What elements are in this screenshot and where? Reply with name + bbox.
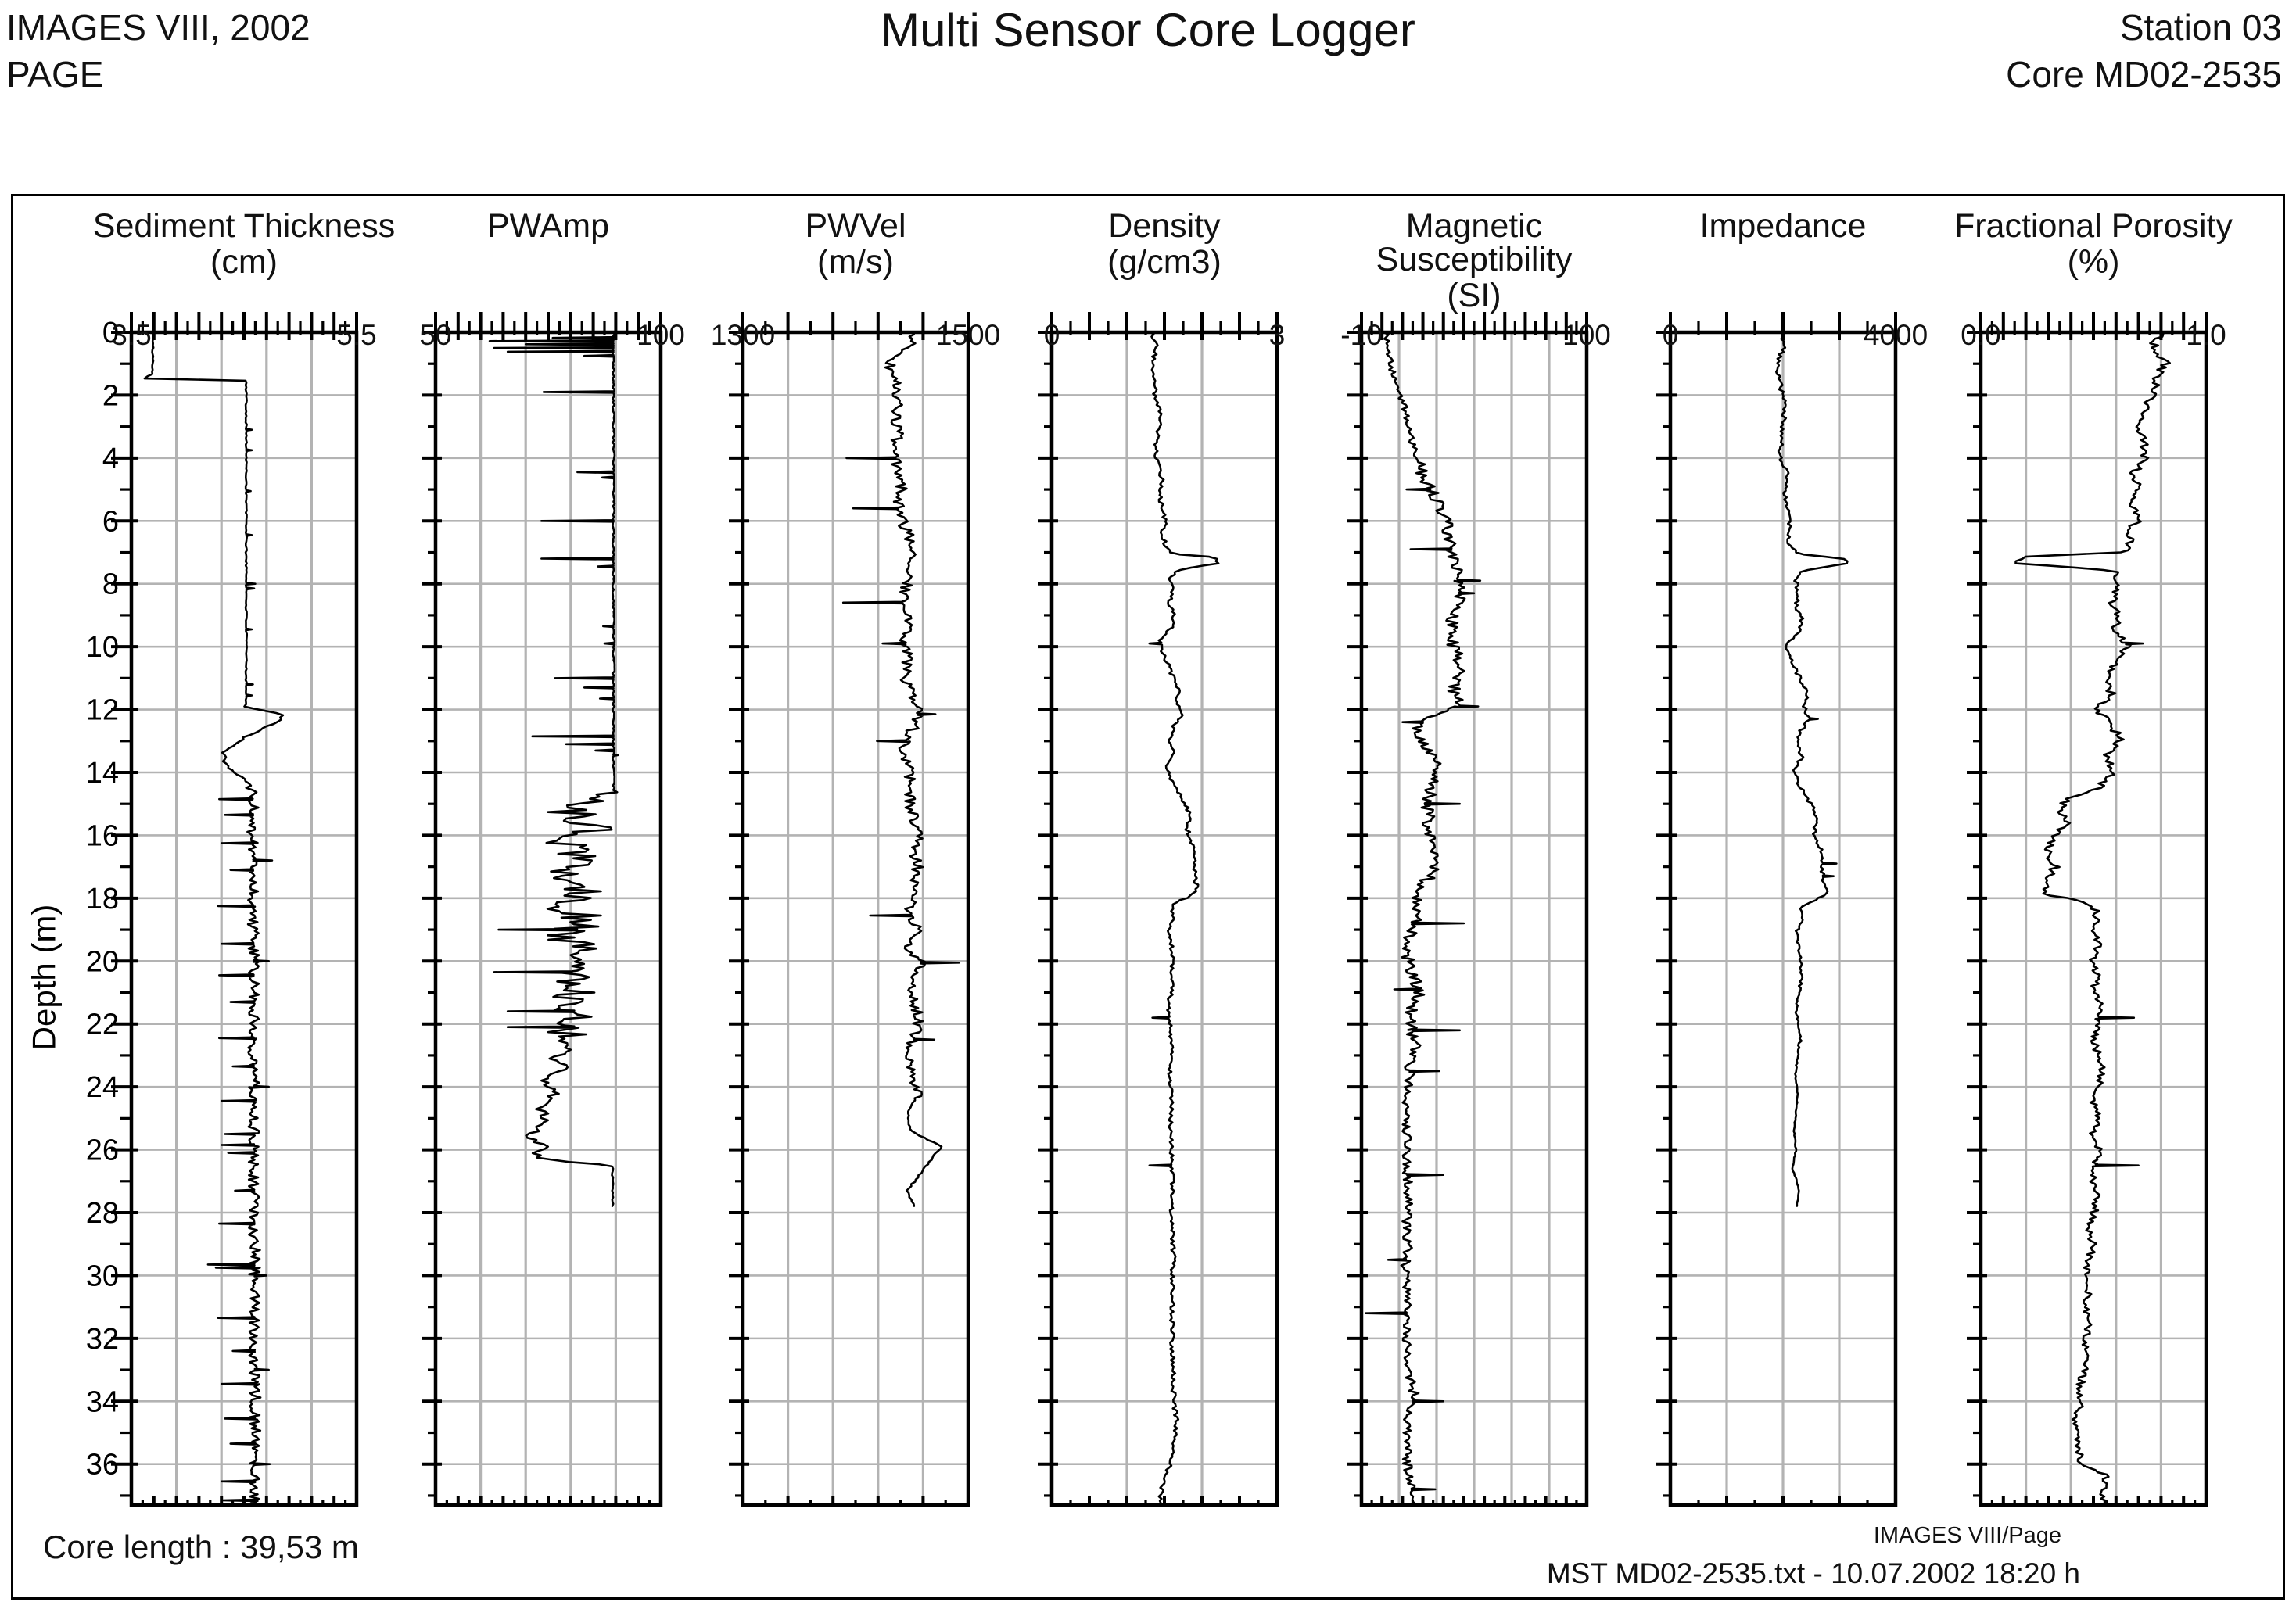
axis-max-label: 100 [637,319,685,351]
axis-max-label: 1.0 [2186,319,2226,351]
footer-file-info: MST MD02-2535.txt - 10.07.2002 18:20 h [1546,1557,2080,1589]
panel-head-pwamp: PWAmp 50 100 [389,207,708,352]
panel-title: Density [1108,207,1221,245]
header-left-line1: IMAGES VIII, 2002 [6,7,310,48]
panel-unit: (g/cm3) [1107,243,1222,281]
panel-title: Impedance [1699,207,1867,245]
axis-min-label: 0 [1043,319,1060,351]
footer-credit: IMAGES VIII/Page [1873,1523,2061,1548]
panel-head-sediment-thickness: Sediment Thickness (cm) 3.5 5.5 [84,207,404,352]
svg-text:0: 0 [102,317,119,349]
panel-unit: (cm) [210,243,278,281]
axis-max-label: 1500 [935,319,1001,351]
panel-title: Sediment Thickness [92,207,396,245]
panel-title: PWAmp [486,207,610,245]
header-core-id: Core MD02-2535 [2006,53,2282,95]
axis-min-label: -10 [1340,319,1383,351]
axis-max-label: 3 [1268,319,1286,351]
header-left: IMAGES VIII, 2002 PAGE [6,5,310,99]
axis-max-label: 4000 [1863,319,1928,351]
panel-unit: (%) [2067,243,2120,281]
svg-text:8: 8 [102,568,119,601]
page-title: Multi Sensor Core Logger [881,4,1415,56]
axis-min-label: 50 [419,319,452,351]
axis-min-label: 1300 [710,319,776,351]
core-length-label: Core length : 39,53 m [43,1528,359,1565]
axis-max-label: 5.5 [336,319,377,351]
header-station: Station 03 [2119,7,2282,48]
panel-title: PWVel [805,207,906,245]
panel-head-fractional-porosity: Fractional Porosity (%) 0.0 1.0 [1934,207,2253,352]
panel-title: Magnetic Susceptibility [1376,207,1573,278]
svg-text:6: 6 [102,505,119,538]
axis-min-label: 0.0 [1961,319,2001,351]
svg-text:4: 4 [102,443,119,475]
axis-min-label: 3.5 [111,319,152,351]
plot-frame [11,194,2285,1600]
header-right: Station 03 Core MD02-2535 [2006,5,2282,99]
panel-unit: (m/s) [817,243,894,281]
panel-head-impedance: Impedance 0 4000 [1623,207,1943,352]
panel-head-pwvel: PWVel (m/s) 1300 1500 [696,207,1015,352]
panel-head-magnetic-susceptibility: Magnetic Susceptibility (SI) -10 100 [1315,207,1634,352]
header-left-line2: PAGE [6,53,104,95]
panel-title: Fractional Porosity [1953,207,2233,245]
panel-head-density: Density (g/cm3) 0 3 [1005,207,1324,352]
svg-text:2: 2 [102,379,119,412]
panel-unit: (SI) [1447,277,1501,314]
svg-text:Depth (m): Depth (m) [26,905,63,1051]
axis-min-label: 0 [1662,319,1679,351]
axis-max-label: 100 [1562,319,1611,351]
